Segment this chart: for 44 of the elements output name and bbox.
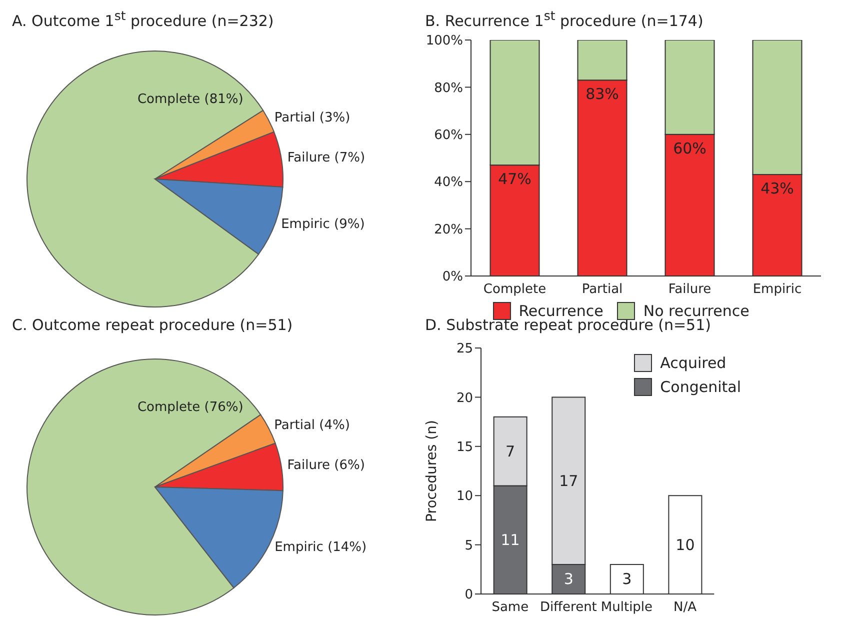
y-tick-label: 0 bbox=[464, 588, 473, 603]
x-tick-label: Multiple bbox=[600, 600, 653, 616]
legend-label: Congenital bbox=[660, 378, 741, 396]
x-tick-label: Different bbox=[540, 600, 597, 616]
y-tick-label: 40% bbox=[434, 175, 463, 190]
y-tick-label: 80% bbox=[434, 80, 463, 96]
data-label: 60% bbox=[673, 139, 706, 158]
data-label: 10 bbox=[676, 536, 695, 554]
y-axis-title: Procedures (n) bbox=[424, 420, 440, 522]
y-tick-label: 0% bbox=[442, 270, 463, 285]
slice-label: Failure (7%) bbox=[287, 150, 366, 166]
y-tick-label: 15 bbox=[456, 440, 473, 456]
x-tick-label: Partial bbox=[582, 282, 623, 298]
x-tick-label: Empiric bbox=[752, 282, 802, 298]
y-tick-label: 60% bbox=[434, 128, 463, 144]
x-tick-label: Complete bbox=[483, 282, 546, 298]
legend-label: Acquired bbox=[660, 354, 726, 372]
data-label: 11 bbox=[500, 530, 520, 549]
slice-label: Partial (3%) bbox=[274, 110, 350, 126]
data-label: 3 bbox=[564, 570, 574, 588]
slice-label: Complete (81%) bbox=[137, 92, 244, 107]
x-tick-label: N/A bbox=[674, 600, 697, 616]
data-label: 47% bbox=[498, 170, 532, 188]
slice-label: Complete (76%) bbox=[137, 400, 244, 415]
y-tick-label: 10 bbox=[456, 489, 473, 504]
slice-label: Partial (4%) bbox=[274, 418, 350, 434]
chart-title: B. Recurrence 1$^{st}$ procedure (n=174) bbox=[424, 8, 704, 32]
y-tick-label: 25 bbox=[456, 342, 473, 357]
data-label: 43% bbox=[760, 180, 794, 198]
y-tick-label: 100% bbox=[426, 34, 463, 49]
x-tick-label: Same bbox=[492, 600, 529, 616]
data-label: 17 bbox=[559, 472, 578, 490]
y-tick-label: 20 bbox=[456, 390, 473, 406]
slice-label: Empiric (14%) bbox=[274, 540, 367, 555]
chart-title: C. Outcome repeat procedure (n=51) bbox=[11, 316, 294, 336]
chart-title: A. Outcome 1$^{st}$ procedure (n=232) bbox=[11, 8, 275, 32]
y-tick-label: 20% bbox=[434, 222, 463, 238]
x-tick-label: Failure bbox=[668, 282, 712, 298]
y-tick-label: 5 bbox=[464, 538, 473, 554]
slice-label: Failure (6%) bbox=[287, 458, 365, 474]
data-label: 7 bbox=[506, 442, 516, 460]
slice-label: Empiric (9%) bbox=[281, 216, 365, 232]
data-label: 83% bbox=[586, 85, 619, 104]
data-label: 3 bbox=[622, 570, 632, 588]
